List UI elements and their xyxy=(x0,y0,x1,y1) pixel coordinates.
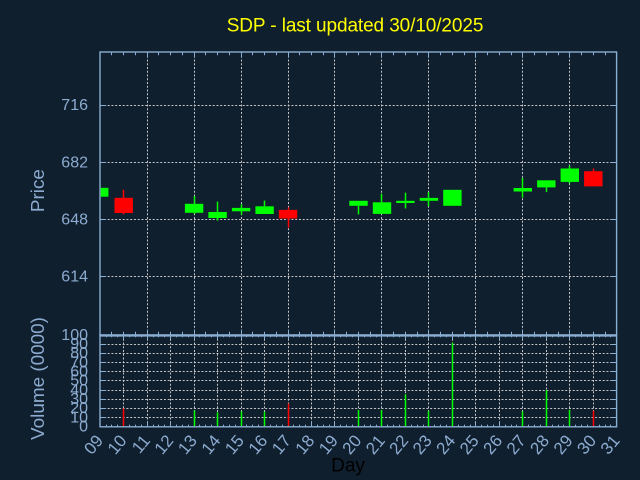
svg-text:682: 682 xyxy=(61,154,88,171)
svg-text:60: 60 xyxy=(70,364,88,381)
svg-text:40: 40 xyxy=(70,382,88,399)
svg-text:80: 80 xyxy=(70,345,88,362)
svg-text:SDP - last updated 30/10/2025: SDP - last updated 30/10/2025 xyxy=(227,15,484,36)
svg-text:Volume (0000): Volume (0000) xyxy=(28,317,49,440)
svg-text:0: 0 xyxy=(79,419,88,436)
svg-text:50: 50 xyxy=(70,373,88,390)
svg-text:90: 90 xyxy=(70,336,88,353)
svg-text:648: 648 xyxy=(61,212,88,229)
svg-text:30: 30 xyxy=(70,391,88,408)
svg-text:Day: Day xyxy=(331,456,365,477)
svg-text:100: 100 xyxy=(61,327,88,344)
svg-text:10: 10 xyxy=(70,409,88,426)
svg-text:70: 70 xyxy=(70,354,88,371)
svg-text:716: 716 xyxy=(61,97,88,114)
svg-text:Price: Price xyxy=(28,169,49,212)
svg-text:20: 20 xyxy=(70,400,88,417)
svg-text:614: 614 xyxy=(61,269,88,286)
